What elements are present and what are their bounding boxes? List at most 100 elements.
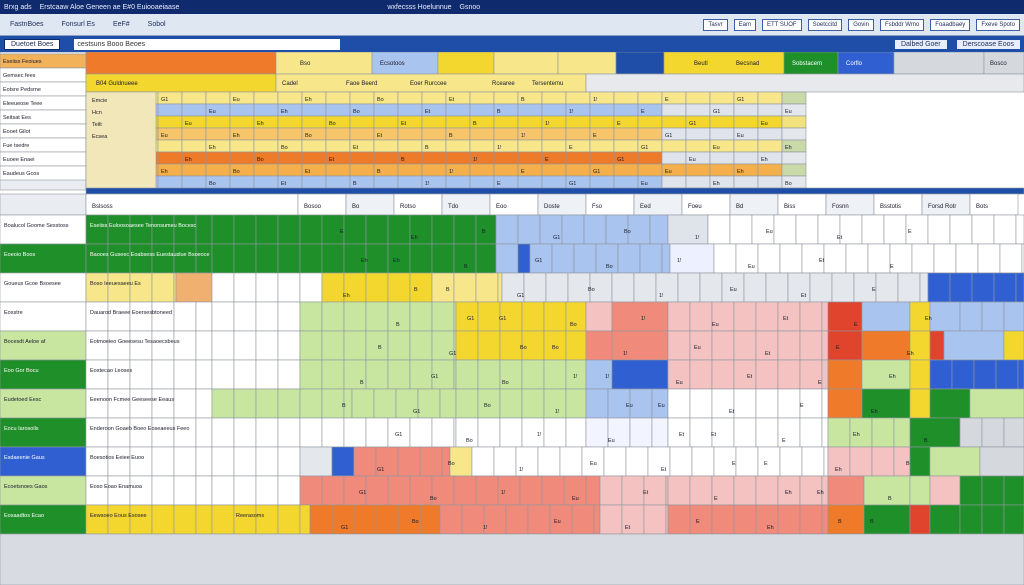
data-cell[interactable]: [613, 175, 639, 189]
data-cell[interactable]: [795, 214, 819, 245]
data-cell[interactable]: [397, 139, 423, 153]
data-cell[interactable]: [613, 127, 639, 141]
data-cell[interactable]: [151, 475, 175, 506]
data-cell[interactable]: [343, 417, 367, 448]
data-cell[interactable]: [777, 301, 801, 332]
formula-chip[interactable]: Dalbed Goer: [894, 39, 947, 49]
sheet-canvas[interactable]: Eseiiss Feoiues Gemsec fees Eotsre Pedsrne…: [0, 52, 1024, 585]
data-cell[interactable]: [253, 103, 279, 117]
data-cell[interactable]: [129, 243, 153, 274]
data-cell[interactable]: [499, 330, 523, 361]
data-cell[interactable]: [455, 388, 479, 419]
data-cell[interactable]: [211, 272, 235, 303]
data-cell[interactable]: [713, 243, 737, 274]
data-cell[interactable]: [195, 243, 213, 274]
data-cell[interactable]: [325, 103, 351, 117]
ribbon-button[interactable]: Fxeve Spoto: [976, 18, 1020, 31]
data-cell[interactable]: [981, 475, 1005, 506]
menu-item[interactable]: Fonsurl Es: [61, 21, 95, 28]
data-cell[interactable]: [397, 163, 423, 177]
data-cell[interactable]: [733, 301, 757, 332]
data-cell[interactable]: [229, 175, 255, 189]
data-cell[interactable]: [277, 115, 303, 129]
data-cell[interactable]: [629, 388, 653, 419]
data-cell[interactable]: [353, 504, 377, 535]
data-cell[interactable]: [277, 388, 301, 419]
data-cell[interactable]: [519, 475, 543, 506]
data-cell[interactable]: [981, 301, 1005, 332]
data-cell[interactable]: [909, 359, 931, 390]
data-cell[interactable]: [409, 359, 433, 390]
data-cell[interactable]: [733, 139, 759, 153]
data-cell[interactable]: [779, 243, 803, 274]
data-cell[interactable]: [387, 359, 411, 390]
data-cell[interactable]: [981, 504, 1005, 535]
data-cell[interactable]: [585, 388, 609, 419]
data-cell[interactable]: [173, 446, 197, 477]
row-header-cell[interactable]: [0, 301, 87, 332]
data-cell[interactable]: [493, 127, 519, 141]
data-cell[interactable]: [211, 388, 235, 419]
data-cell[interactable]: [951, 359, 975, 390]
header-cell[interactable]: [615, 52, 665, 75]
data-cell[interactable]: [781, 127, 807, 141]
data-cell[interactable]: [475, 243, 497, 274]
data-cell[interactable]: [875, 272, 899, 303]
data-cell[interactable]: [229, 115, 255, 129]
data-cell[interactable]: [229, 103, 255, 117]
data-cell[interactable]: [175, 272, 213, 303]
data-cell[interactable]: [151, 272, 175, 303]
data-cell[interactable]: [541, 475, 565, 506]
data-cell[interactable]: [299, 330, 323, 361]
data-cell[interactable]: [685, 91, 711, 105]
data-cell[interactable]: [229, 151, 255, 165]
data-cell[interactable]: [205, 115, 231, 129]
data-cell[interactable]: [585, 301, 613, 332]
data-cell[interactable]: [255, 214, 279, 245]
data-cell[interactable]: [397, 91, 423, 105]
data-cell[interactable]: [827, 359, 863, 390]
data-cell[interactable]: [107, 301, 131, 332]
data-cell[interactable]: [471, 446, 495, 477]
data-cell[interactable]: [173, 388, 197, 419]
data-cell[interactable]: [689, 504, 713, 535]
data-cell[interactable]: [277, 301, 301, 332]
data-cell[interactable]: [799, 417, 823, 448]
data-cell[interactable]: [233, 475, 257, 506]
data-cell[interactable]: [541, 127, 567, 141]
data-cell[interactable]: [685, 139, 711, 153]
data-cell[interactable]: [777, 388, 801, 419]
data-cell[interactable]: [589, 151, 615, 165]
data-cell[interactable]: [253, 175, 279, 189]
data-cell[interactable]: [827, 417, 851, 448]
data-cell[interactable]: [325, 91, 351, 105]
data-cell[interactable]: [85, 388, 109, 419]
data-cell[interactable]: [445, 139, 471, 153]
data-cell[interactable]: [545, 272, 569, 303]
data-cell[interactable]: [233, 243, 257, 274]
data-cell[interactable]: [233, 272, 257, 303]
data-cell[interactable]: [445, 103, 471, 117]
data-cell[interactable]: [647, 446, 671, 477]
data-cell[interactable]: [129, 272, 153, 303]
data-cell[interactable]: [667, 388, 691, 419]
data-cell[interactable]: [861, 214, 885, 245]
data-cell[interactable]: [397, 127, 423, 141]
data-cell[interactable]: [299, 446, 333, 477]
data-cell[interactable]: [637, 91, 663, 105]
data-cell[interactable]: [301, 115, 327, 129]
data-cell[interactable]: [277, 163, 303, 177]
data-cell[interactable]: [229, 139, 255, 153]
data-cell[interactable]: [157, 175, 183, 189]
data-cell[interactable]: [929, 359, 953, 390]
data-cell[interactable]: [677, 272, 701, 303]
data-cell[interactable]: [651, 417, 669, 448]
data-cell[interactable]: [625, 446, 649, 477]
data-cell[interactable]: [779, 446, 803, 477]
data-cell[interactable]: [955, 243, 979, 274]
data-cell[interactable]: [107, 504, 131, 535]
data-cell[interactable]: [301, 103, 327, 117]
freeze-divider[interactable]: [85, 187, 1024, 195]
data-cell[interactable]: [375, 504, 399, 535]
data-cell[interactable]: [107, 359, 131, 390]
